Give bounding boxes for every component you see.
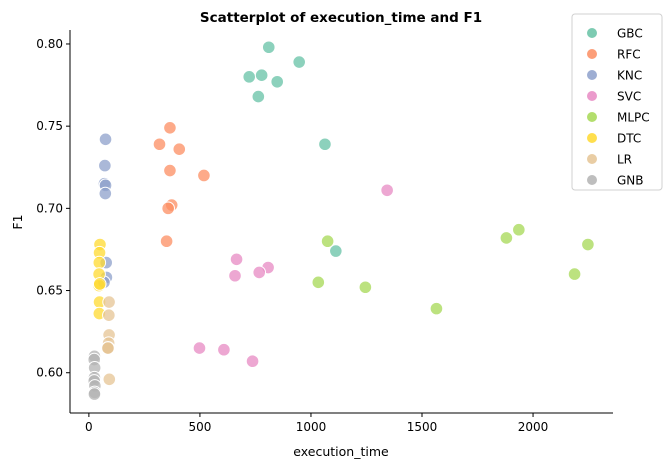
legend-label-lr: LR [617, 153, 632, 167]
x-tick-label-0: 0 [85, 420, 93, 434]
x-tick-label-1: 500 [188, 420, 211, 434]
point-svc-5 [192, 341, 207, 355]
legend-label-dtc: DTC [617, 132, 641, 146]
x-tick-label-4: 2000 [518, 420, 549, 434]
point-lr-0 [102, 295, 116, 309]
point-mlpc-6 [567, 267, 582, 281]
point-rfc-0 [163, 121, 177, 135]
point-knc-1 [98, 158, 112, 173]
legend-marker-mlpc [586, 111, 598, 123]
point-gnb-7 [87, 387, 102, 401]
point-gbc-6 [318, 137, 332, 152]
legend: GBC RFC KNC SVC MLPC DTC LR GNB [571, 13, 663, 191]
point-svc-4 [228, 268, 242, 283]
y-axis-label: F1 [10, 214, 25, 229]
legend-marker-knc [586, 69, 598, 81]
point-knc-0 [98, 132, 113, 147]
point-rfc-6 [161, 201, 175, 216]
point-lr-1 [102, 308, 116, 322]
point-rfc-2 [172, 142, 187, 156]
legend-label-svc: SVC [617, 90, 641, 104]
point-rfc-4 [197, 168, 211, 183]
y-tick-label-2: 0.70 [36, 201, 63, 215]
legend-marker-lr [586, 153, 598, 165]
y-tick-label-3: 0.75 [36, 119, 63, 133]
point-rfc-7 [159, 234, 174, 249]
point-lr-7 [101, 341, 115, 355]
legend-marker-gbc [586, 27, 598, 39]
chart-title: Scatterplot of execution_time and F1 [200, 10, 482, 26]
legend-label-mlpc: MLPC [617, 111, 650, 125]
point-dtc-7 [92, 277, 107, 291]
point-svc-0 [380, 183, 394, 198]
point-mlpc-3 [499, 231, 514, 245]
point-dtc-2 [92, 255, 107, 270]
x-tick-label-2: 1000 [296, 420, 327, 434]
x-ticks: 0 500 1000 1500 2000 [85, 413, 548, 434]
point-gbc-3 [254, 68, 269, 83]
point-mlpc-2 [512, 222, 526, 237]
point-gbc-7 [329, 244, 343, 258]
legend-label-gbc: GBC [617, 27, 643, 41]
x-axis-label: execution_time [293, 444, 389, 459]
point-mlpc-5 [358, 280, 373, 295]
legend-marker-dtc [586, 132, 598, 144]
point-gbc-4 [270, 74, 285, 89]
point-rfc-1 [152, 137, 167, 152]
y-tick-label-1: 0.65 [36, 284, 63, 298]
point-svc-6 [217, 342, 231, 357]
legend-marker-svc [586, 90, 598, 102]
y-ticks: 0.60 0.65 0.70 0.75 0.80 [36, 37, 70, 380]
point-svc-7 [245, 354, 260, 369]
point-mlpc-4 [311, 275, 326, 290]
point-gbc-1 [292, 55, 306, 69]
legend-label-rfc: RFC [617, 48, 641, 62]
legend-label-gnb: GNB [617, 174, 644, 188]
point-knc-4 [98, 186, 113, 201]
point-mlpc-1 [581, 237, 595, 252]
point-gbc-5 [251, 89, 266, 104]
point-gbc-0 [261, 40, 276, 55]
x-tick-label-3: 1500 [407, 420, 438, 434]
point-rfc-3 [163, 163, 177, 178]
point-gbc-2 [242, 70, 257, 84]
legend-label-knc: KNC [617, 69, 642, 83]
data-points [87, 40, 595, 401]
point-svc-3 [252, 265, 267, 280]
legend-marker-gnb [586, 174, 598, 186]
legend-marker-rfc [586, 48, 598, 60]
point-mlpc-7 [429, 301, 444, 316]
y-tick-label-4: 0.80 [36, 37, 63, 51]
point-svc-1 [229, 252, 244, 267]
point-mlpc-0 [320, 234, 335, 249]
y-tick-label-0: 0.60 [36, 366, 63, 380]
point-lr-6 [102, 372, 117, 387]
